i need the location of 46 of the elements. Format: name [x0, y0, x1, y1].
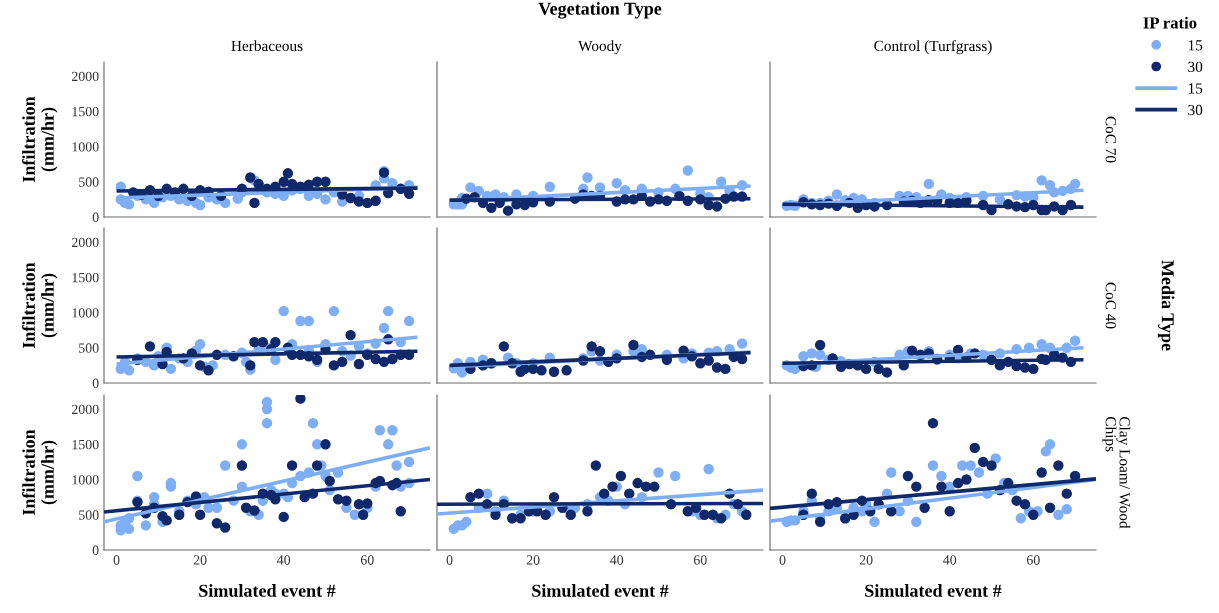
y-tick-label: 0	[92, 212, 99, 222]
legend-label: 30	[1188, 61, 1203, 72]
chart-title: Woody	[578, 40, 622, 55]
y-tick-label: 0	[92, 545, 99, 555]
y-tick-label: 500	[79, 510, 99, 520]
y2-axis-title: Clay Loam/ Wood Chips	[1102, 417, 1131, 529]
text: Vegetation Type	[538, 2, 662, 19]
legend-label: 15	[1188, 40, 1203, 51]
x-axis-title: Simulated event #	[865, 584, 1002, 597]
x-tick-label: 0	[779, 555, 786, 565]
y-axis-title: Infiltration (mm/hr)	[22, 96, 58, 183]
y-tick-label: 500	[79, 343, 99, 353]
y-tick-label: 1500	[72, 439, 99, 450]
y-tick-label: 1000	[72, 475, 99, 485]
y-tick-label: 500	[79, 177, 99, 187]
x-tick-label: 60	[360, 555, 374, 565]
y-tick-label: 1500	[72, 272, 99, 283]
chart-title: Herbaceous	[231, 40, 303, 52]
y-axis-title: Infiltration (mm/hr)	[22, 262, 58, 349]
y-tick-label: 0	[92, 378, 99, 388]
y-axis-title: Infiltration (mm/hr)	[22, 429, 58, 516]
x-tick-label: 60	[1026, 555, 1040, 565]
y-tick-label: 2000	[71, 71, 99, 82]
x-tick-label: 20	[193, 555, 207, 565]
x-tick-label: 40	[277, 555, 291, 565]
x-axis-title: Simulated event #	[199, 584, 336, 597]
y-tick-label: 2000	[71, 237, 99, 248]
y-tick-label: 2000	[71, 404, 99, 415]
legend-label: 30	[1188, 104, 1203, 116]
text: Media Type	[1157, 260, 1175, 351]
y-tick-label: 1000	[72, 308, 99, 318]
x-tick-label: 0	[446, 555, 453, 565]
legend-title: IP ratio	[1143, 16, 1197, 29]
x-tick-label: 20	[526, 555, 540, 565]
y2-axis-title: CoC 70	[1105, 116, 1116, 163]
y-tick-label: 1000	[72, 142, 99, 152]
x-tick-label: 20	[859, 555, 873, 565]
y-tick-label: 1500	[72, 106, 99, 117]
chart-title: Control (Turfgrass)	[874, 40, 992, 55]
x-tick-label: 40	[943, 555, 957, 565]
x-tick-label: 60	[693, 555, 707, 565]
x-tick-label: 0	[113, 555, 120, 565]
x-tick-label: 40	[610, 555, 624, 565]
x-axis-title: Simulated event #	[532, 584, 669, 597]
y2-axis-title: CoC 40	[1105, 282, 1116, 329]
legend-label: 15	[1188, 83, 1203, 94]
